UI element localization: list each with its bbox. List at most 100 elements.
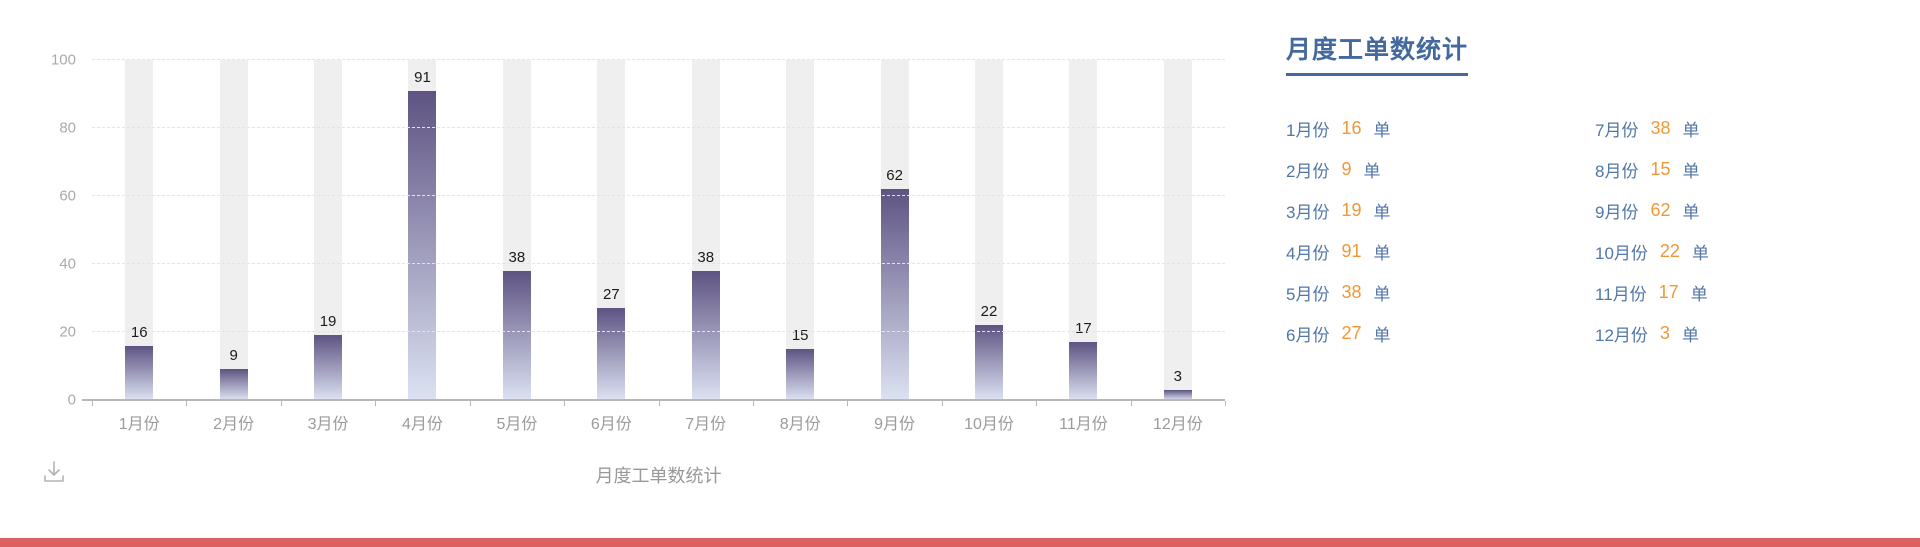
summary-unit-label: 单 — [1373, 244, 1391, 263]
summary-unit-label: 单 — [1373, 285, 1391, 304]
bar-value-label: 16 — [130, 323, 148, 341]
column-background-band — [125, 60, 154, 400]
x-axis-category-label: 9月份 — [874, 416, 916, 433]
summary-unit-label: 单 — [1373, 203, 1391, 222]
chart-column: 17 — [1036, 60, 1130, 400]
summary-row: 2月份 9 单 — [1286, 149, 1595, 190]
summary-count-value: 9 — [1341, 159, 1352, 179]
bottom-accent-bar — [0, 538, 1920, 547]
summary-count-value: 91 — [1341, 241, 1362, 261]
summary-month-label: 6月份 — [1286, 326, 1330, 345]
axis-tick — [469, 401, 471, 406]
axis-tick — [1036, 401, 1038, 406]
summary-row: 6月份 27 单 — [1286, 313, 1595, 354]
y-axis-tick-label: 60 — [59, 187, 76, 205]
panel-title: 月度工单数统计 — [1286, 30, 1469, 76]
summary-row: 3月份 19 单 — [1286, 190, 1595, 231]
chart-title: 月度工单数统计 — [595, 466, 722, 486]
summary-row: 11月份 17 单 — [1595, 272, 1886, 313]
x-axis-category-label: 1月份 — [118, 416, 160, 433]
summary-month-label: 9月份 — [1595, 203, 1639, 222]
axis-tick — [375, 401, 377, 406]
y-axis-tick-label: 40 — [59, 255, 76, 273]
summary-unit-label: 单 — [1373, 121, 1391, 140]
download-icon[interactable] — [40, 458, 68, 486]
summary-unit-label: 单 — [1691, 244, 1709, 263]
bar-value-label: 38 — [508, 248, 526, 266]
chart-bar[interactable] — [786, 349, 815, 400]
summary-unit-label: 单 — [1682, 162, 1700, 181]
x-axis-ticks — [92, 400, 1226, 406]
summary-count-value: 38 — [1341, 282, 1362, 302]
chart-bar[interactable] — [502, 270, 531, 400]
bar-value-label: 22 — [980, 303, 998, 321]
bar-value-label: 15 — [791, 327, 809, 344]
summary-month-label: 4月份 — [1286, 244, 1330, 263]
column-background-band — [1163, 60, 1192, 400]
x-axis-category-label: 11月份 — [1059, 416, 1108, 433]
chart-column: 62 — [847, 60, 941, 400]
bar-value-label: 62 — [886, 167, 903, 185]
bar-value-label: 19 — [319, 313, 337, 331]
chart-column: 9 — [186, 60, 280, 400]
chart-bar[interactable] — [1163, 389, 1192, 400]
bar-value-label: 3 — [1173, 367, 1183, 385]
chart-bar[interactable] — [880, 189, 909, 400]
chart-column: 16 — [92, 60, 186, 400]
column-background-band — [786, 60, 815, 400]
bar-value-label: 17 — [1075, 320, 1092, 338]
summary-month-label: 11月份 — [1595, 285, 1647, 304]
summary-row: 9月份 62 单 — [1595, 190, 1886, 231]
summary-month-label: 3月份 — [1286, 203, 1330, 222]
chart-bar[interactable] — [314, 335, 343, 400]
summary-list: 1月份 16 单 2月份 9 单 3月份 19 单 4月份 91 单 5月份 38 单 6月份 27 单 7月份 38… — [1286, 108, 1886, 354]
chart-bar[interactable] — [691, 270, 720, 400]
summary-month-label: 10月份 — [1595, 244, 1648, 263]
y-axis-tick-label: 0 — [67, 391, 76, 409]
y-axis-tick-label: 20 — [59, 323, 76, 341]
axis-tick — [280, 401, 282, 406]
axis-tick — [1225, 401, 1226, 406]
summary-count-value: 27 — [1341, 323, 1362, 343]
summary-count-value: 15 — [1650, 159, 1671, 179]
x-axis-category-label: 5月份 — [496, 416, 538, 433]
chart-bar[interactable] — [219, 369, 248, 400]
column-background-band — [219, 60, 248, 400]
x-axis-category-label: 6月份 — [590, 416, 632, 433]
summary-month-label: 8月份 — [1595, 162, 1639, 181]
summary-count-value: 16 — [1341, 118, 1362, 138]
summary-unit-label: 单 — [1681, 326, 1699, 345]
chart-bar[interactable] — [975, 325, 1003, 400]
axis-tick — [847, 401, 849, 406]
x-axis-labels: 1月份 2月份 3月份 4月份 5月份 6月份 7月份 8月份 9月份 10月份 11月份 12月份 — [92, 410, 1225, 434]
axis-tick — [1130, 401, 1132, 406]
summary-month-label: 5月份 — [1286, 285, 1330, 304]
x-axis-category-label: 2月份 — [213, 416, 255, 433]
x-axis-category-label: 10月份 — [964, 416, 1014, 433]
x-axis-line — [82, 399, 1225, 401]
summary-row: 12月份 3 单 — [1595, 313, 1886, 354]
x-axis-category-label: 12月份 — [1152, 416, 1203, 433]
chart-bar[interactable] — [1069, 342, 1098, 400]
x-axis-category-label: 8月份 — [779, 416, 821, 433]
axis-tick — [186, 401, 188, 406]
chart-column: 15 — [753, 60, 847, 400]
bar-value-label: 38 — [697, 248, 715, 266]
summary-month-label: 1月份 — [1286, 121, 1330, 140]
bar-value-label: 91 — [414, 68, 431, 86]
summary-unit-label: 单 — [1690, 285, 1708, 304]
chart-column: 22 — [942, 60, 1036, 400]
x-axis-category-label: 4月份 — [402, 416, 443, 433]
summary-count-value: 19 — [1341, 200, 1362, 220]
summary-row: 7月份 38 单 — [1595, 108, 1886, 149]
chart-bar[interactable] — [597, 308, 626, 400]
axis-tick — [564, 401, 566, 406]
x-axis-category-label: 7月份 — [685, 416, 727, 433]
summary-row: 4月份 91 单 — [1286, 231, 1595, 272]
x-axis-category-label: 3月份 — [307, 416, 349, 433]
axis-tick — [92, 401, 93, 406]
summary-row: 8月份 15 单 — [1595, 149, 1886, 190]
chart-bar[interactable] — [125, 345, 154, 400]
summary-count-value: 22 — [1659, 241, 1680, 261]
chart-bar[interactable] — [408, 90, 437, 400]
